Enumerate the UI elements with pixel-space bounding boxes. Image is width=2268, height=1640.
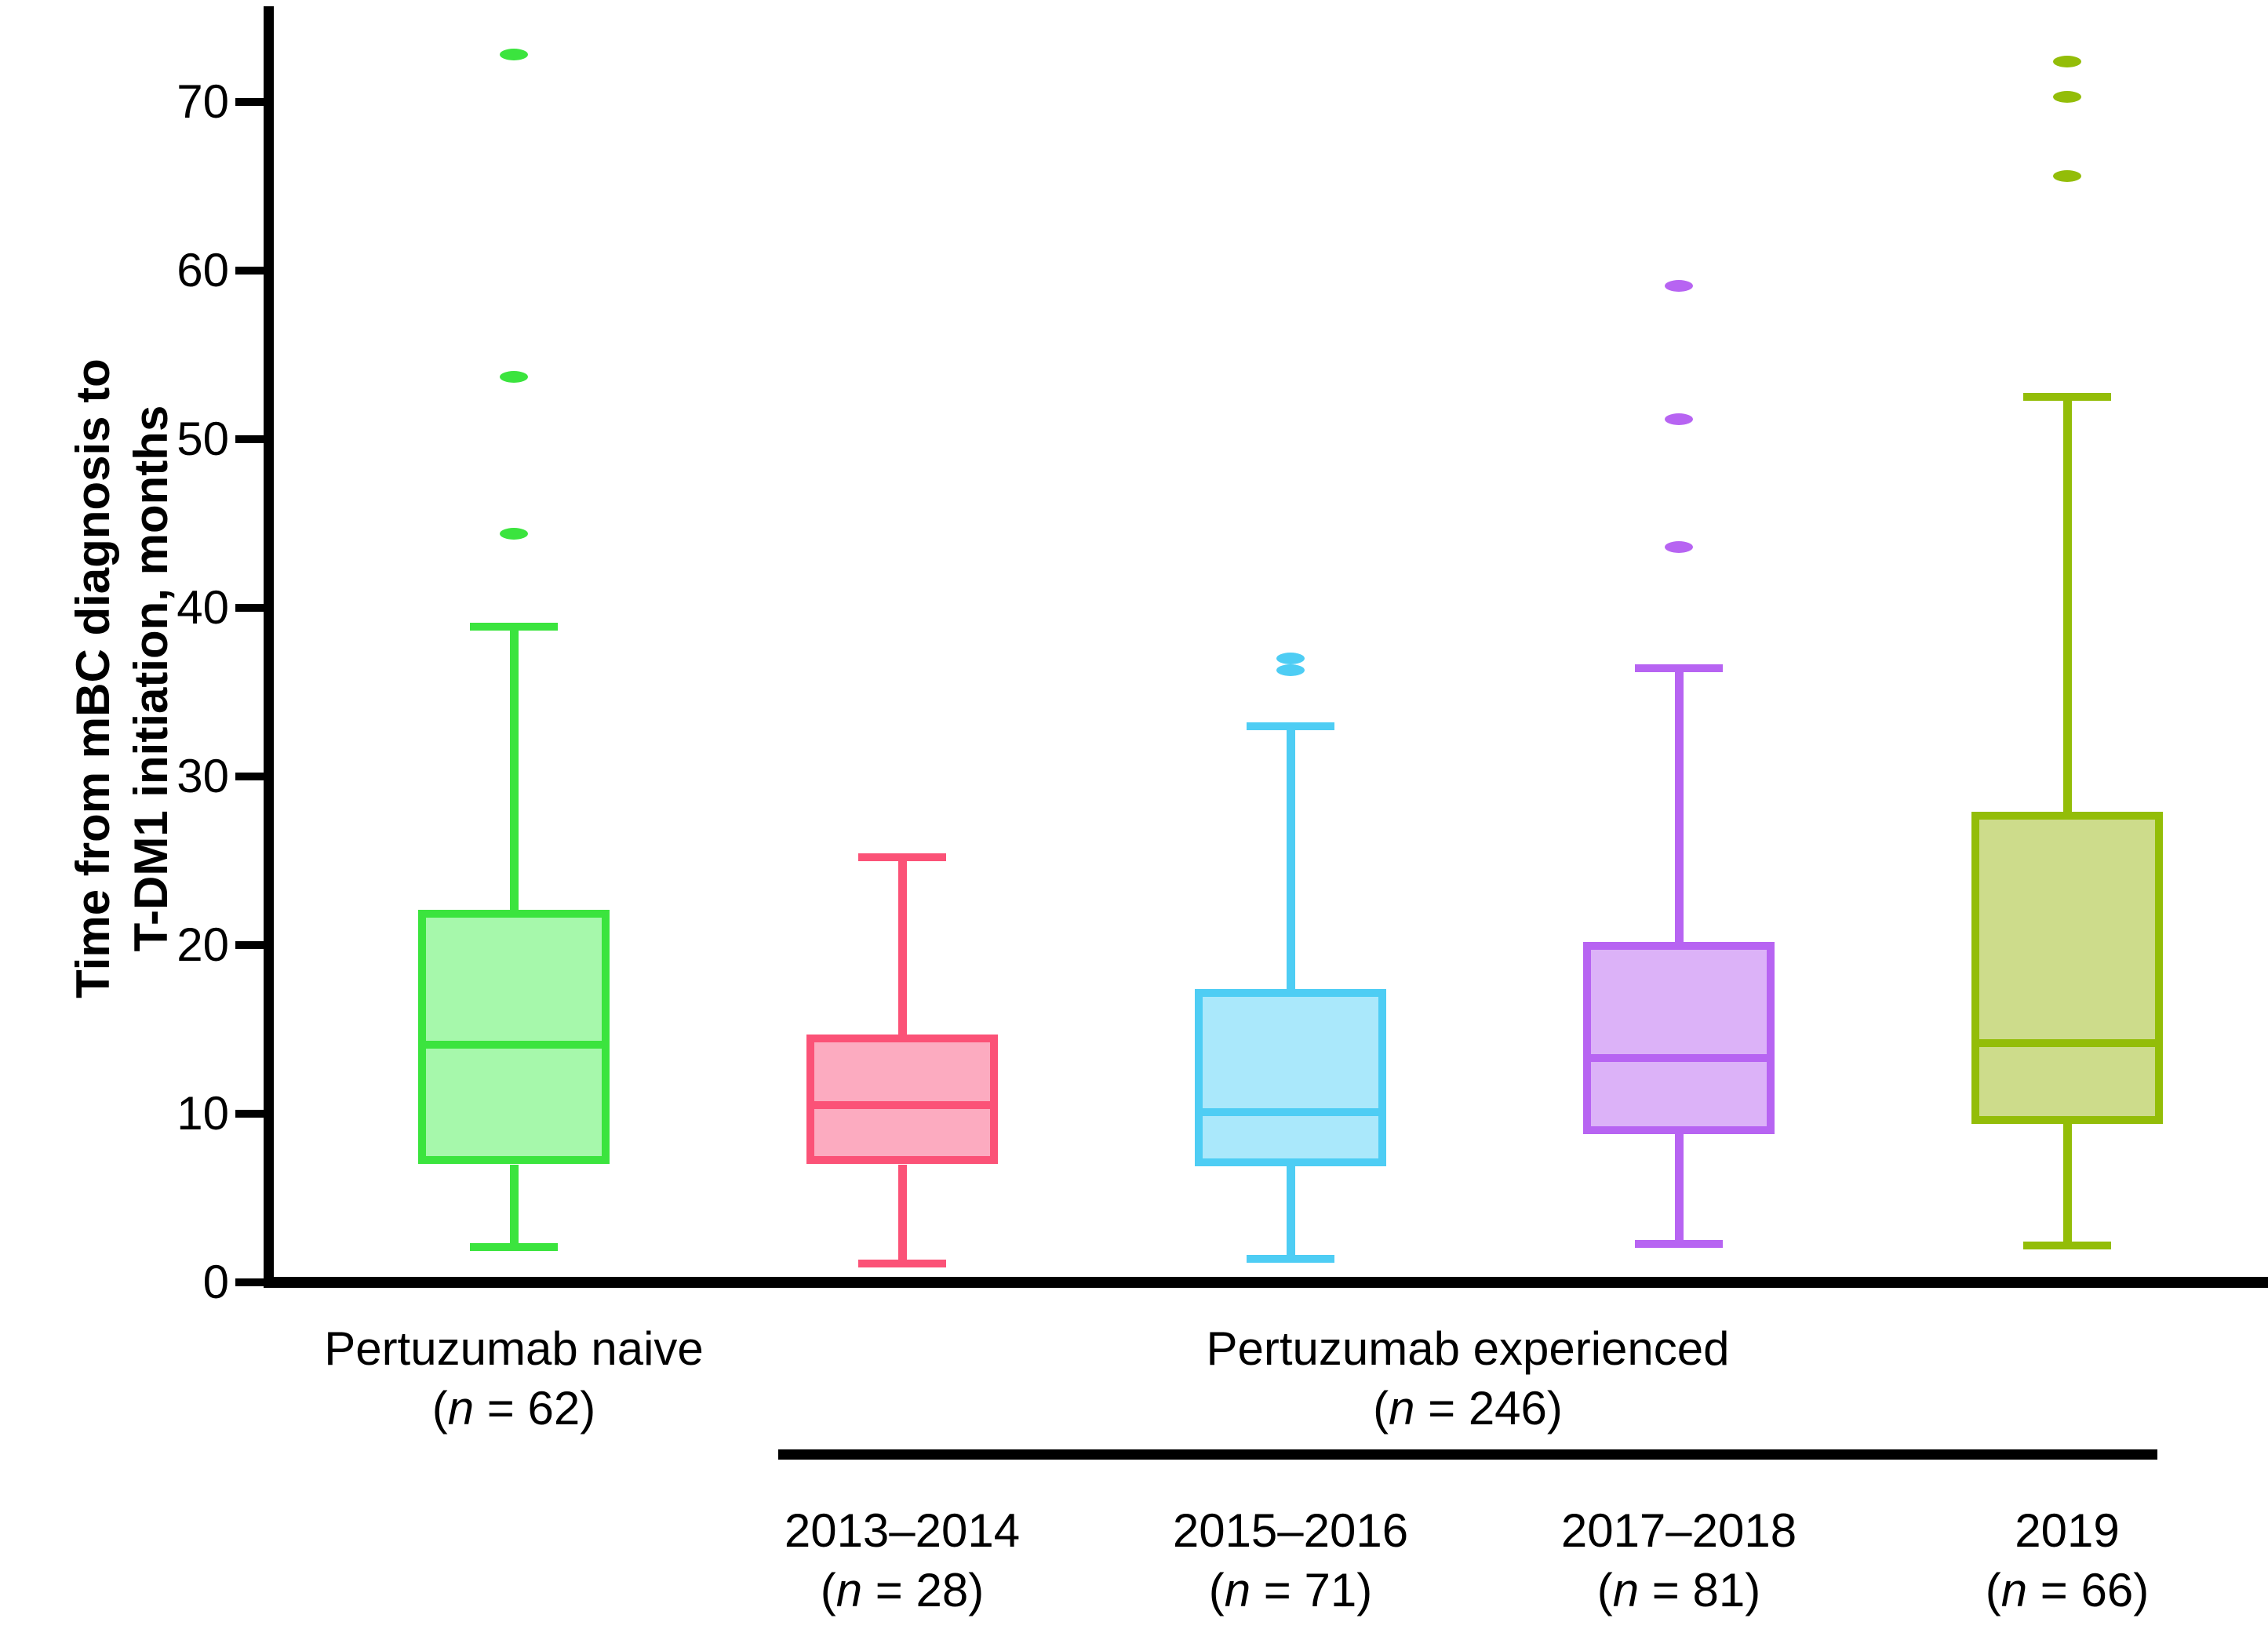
x-label-years: 2013–2014 [784,1504,1021,1557]
upper-whisker-cap [1247,722,1334,730]
lower-whisker-line [897,1164,907,1264]
outlier-dot [500,49,528,61]
experienced-group-divider-line [778,1449,2157,1460]
y-axis-title: Time from mBC diagnosis to T-DM1 initiat… [64,145,182,1212]
upper-whisker-cap [470,622,558,631]
median-line [1583,1054,1775,1063]
median-line [1971,1038,2163,1047]
y-tick-20 [235,941,267,949]
y-tick-0 [235,1278,267,1286]
group-header-0: Pertuzumab naive (n = 62) [200,1319,828,1438]
x-label-years: 2015–2016 [1172,1504,1409,1557]
x-label-2013-2014: 2013–2014 (n = 28) [667,1501,1138,1620]
y-tick-70 [235,98,267,106]
upper-whisker-cap [858,853,946,862]
y-axis-title-line1: Time from mBC diagnosis to [67,358,119,998]
y-tick-30 [235,773,267,780]
x-axis-line [264,1277,2268,1288]
lower-whisker-cap [2023,1241,2111,1249]
x-label-n: (n = 28) [820,1564,985,1616]
lower-whisker-cap [1247,1254,1334,1263]
iqr-box [1971,812,2163,1124]
lower-whisker-line [1674,1133,1684,1244]
x-label-n: (n = 81) [1596,1564,1761,1616]
upper-whisker-line [897,857,907,1035]
y-tick-label-60: 60 [177,244,229,296]
lower-whisker-line [2062,1123,2072,1245]
y-tick-60 [235,267,267,275]
lower-whisker-line [1286,1165,1295,1259]
y-tick-label-30: 30 [177,750,229,802]
outlier-dot [1665,541,1693,554]
outlier-dot [500,527,528,540]
group-header-n: (n = 246) [1373,1382,1563,1435]
y-tick-label-10: 10 [177,1087,229,1140]
outlier-dot [500,370,528,383]
iqr-box [806,1034,998,1165]
y-tick-50 [235,435,267,443]
iqr-box [418,909,610,1165]
upper-whisker-cap [2023,393,2111,402]
group-header-label: Pertuzumab experienced [1206,1322,1730,1375]
outlier-dot [1276,664,1305,677]
x-label-n: (n = 66) [1985,1564,2150,1616]
iqr-box [1195,988,1386,1166]
median-line [806,1101,998,1110]
upper-whisker-line [1674,668,1684,942]
y-axis-title-line2: T-DM1 initiation, months [125,405,177,952]
group-header-label: Pertuzumab naive [324,1322,704,1375]
upper-whisker-line [509,626,519,910]
x-label-years: 2017–2018 [1560,1504,1797,1557]
median-line [1195,1107,1386,1116]
lower-whisker-line [509,1164,519,1247]
outlier-dot [2053,170,2081,183]
group-header-1: Pertuzumab experienced (n = 246) [1154,1319,1782,1438]
outlier-dot [2053,91,2081,104]
upper-whisker-line [2062,397,2072,813]
y-tick-label-20: 20 [177,918,229,971]
y-tick-label-40: 40 [177,581,229,634]
outlier-dot [2053,55,2081,67]
median-line [418,1040,610,1049]
lower-whisker-cap [858,1260,946,1268]
x-label-2019: 2019 (n = 66) [1832,1501,2268,1620]
x-label-2015-2016: 2015–2016 (n = 71) [1055,1501,1526,1620]
x-label-2017-2018: 2017–2018 (n = 81) [1443,1501,1914,1620]
y-tick-40 [235,604,267,612]
group-header-n: (n = 62) [431,1382,596,1435]
iqr-box [1583,941,1775,1134]
y-tick-label-50: 50 [177,413,229,465]
upper-whisker-line [1286,725,1295,989]
lower-whisker-cap [470,1242,558,1251]
x-label-n: (n = 71) [1208,1564,1373,1616]
outlier-dot [1665,279,1693,292]
y-axis-line [264,6,274,1288]
outlier-dot [1665,413,1693,425]
x-label-years: 2019 [2015,1504,2120,1557]
y-tick-label-0: 0 [202,1256,229,1308]
y-tick-label-70: 70 [177,75,229,128]
lower-whisker-cap [1635,1239,1723,1248]
upper-whisker-cap [1635,664,1723,673]
y-tick-10 [235,1110,267,1118]
outlier-dot [1276,653,1305,664]
